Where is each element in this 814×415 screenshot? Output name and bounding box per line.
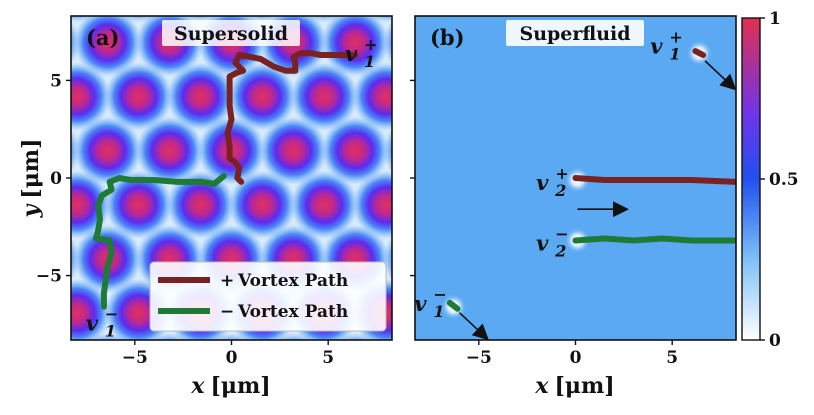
density-peak (259, 116, 328, 185)
y-axis-label: y[μm] (18, 139, 44, 219)
x-tick-label: 0 (226, 348, 238, 368)
vortex-paths-b (446, 48, 736, 312)
vortex-label: v (86, 310, 99, 335)
density-peak (366, 16, 392, 23)
density-peak (12, 333, 80, 401)
x-tick-label: 5 (666, 348, 678, 368)
vortex-label-sign: − (555, 224, 568, 243)
density-peak (73, 116, 142, 185)
density-peak (104, 62, 173, 131)
colorbar: 00.51 (741, 9, 799, 351)
x-tick-label: −5 (466, 348, 492, 368)
density-peak (71, 278, 111, 340)
x-tick-label: −5 (122, 348, 148, 368)
vortex-label-sign: + (364, 35, 377, 54)
density-peak (383, 333, 451, 401)
positive-vortex-path (692, 48, 707, 58)
density-peaks (12, 16, 451, 401)
panel-a: −5 0 5−505 (a) Supersolid v 1+v 1− + Vortex … (12, 15, 451, 401)
vortex-label-sign: + (555, 164, 568, 183)
colorbar-tick-label: 0.5 (769, 170, 799, 190)
vortex-label-sign: − (433, 285, 446, 304)
vortex-label: v (345, 41, 358, 66)
panel-a-label: (a) (86, 25, 119, 50)
density-peak (166, 62, 235, 131)
vortex-label-index: 1 (433, 302, 444, 321)
colorbar-ticks: 00.51 (760, 9, 799, 351)
legend-sign-positive: + (220, 271, 234, 291)
density-peak (104, 170, 173, 239)
vortex-labels-b: v 1+v 2+v 2−v 1− (414, 27, 682, 321)
motion-arrow (458, 312, 489, 341)
vortex-label: v (650, 33, 663, 58)
panel-a-title: Supersolid (174, 23, 288, 45)
vortex-label-index: 1 (669, 44, 680, 63)
panel-b-title-box (506, 20, 644, 46)
density-peak (71, 19, 80, 66)
panel-a-ticks: −5 0 5 −5 0 5 (36, 71, 334, 368)
x-tick-label: 5 (322, 348, 334, 368)
legend-label-negative: Vortex Path (237, 302, 348, 322)
density-peak (73, 16, 142, 77)
density-peak (71, 62, 111, 131)
negative-vortex-path (446, 299, 461, 312)
y-tick-label: 5 (50, 71, 62, 91)
vortex-paths-a (93, 50, 359, 310)
density-peak (228, 62, 297, 131)
density-peak (321, 116, 390, 185)
x-axis-label-a: x [μm] (190, 373, 270, 399)
panel-b-title: Superfluid (519, 23, 630, 45)
vortex-labels-a: v 1+v 1− (86, 35, 378, 340)
motion-arrows (458, 60, 737, 341)
panel-a-title-box (162, 20, 300, 46)
colorbar-tick-label: 1 (769, 9, 781, 29)
vortex-label: v (536, 230, 549, 255)
positive-vortex-path (572, 175, 736, 185)
vortex-label-sign: + (669, 27, 682, 46)
panel-b-label: (b) (430, 25, 465, 50)
y-tick-label: −5 (36, 267, 62, 287)
positive-vortex-path (224, 50, 359, 185)
density-peak (352, 170, 392, 239)
x-axis-label-b: x [μm] (534, 373, 614, 399)
density-peak (290, 170, 359, 239)
panel-b-ticks: −5 0 5 (410, 79, 678, 368)
vortex-label-index: 1 (364, 52, 375, 71)
vortex-label-sign: − (105, 304, 118, 323)
density-peak (290, 62, 359, 131)
x-tick-label: 0 (570, 348, 582, 368)
density-peak (166, 170, 235, 239)
legend-sign-negative: − (220, 302, 234, 322)
density-peak (228, 170, 297, 239)
legend: + Vortex Path − Vortex Path (149, 261, 387, 332)
vortex-label-index: 2 (554, 241, 566, 260)
colorbar-gradient (741, 17, 761, 341)
density-peak (321, 16, 390, 77)
vortex-label: v (414, 291, 427, 316)
colorbar-tick-label: 0 (769, 331, 781, 351)
legend-label-positive: Vortex Path (237, 271, 348, 291)
negative-vortex-path (572, 235, 736, 244)
density-peak (383, 127, 392, 174)
vortex-label-index: 1 (105, 321, 116, 340)
density-peak (352, 62, 392, 131)
vortex-label-index: 2 (554, 181, 566, 200)
motion-arrow (704, 60, 737, 91)
density-peak (383, 19, 392, 66)
density-peak (135, 116, 204, 185)
panel-b: −5 0 5 (b) Superfluid v 1+v 2+v 2−v 1− (410, 15, 737, 368)
vortex-label: v (536, 170, 549, 195)
y-tick-label: 0 (50, 169, 62, 189)
negative-vortex-path (93, 173, 227, 310)
